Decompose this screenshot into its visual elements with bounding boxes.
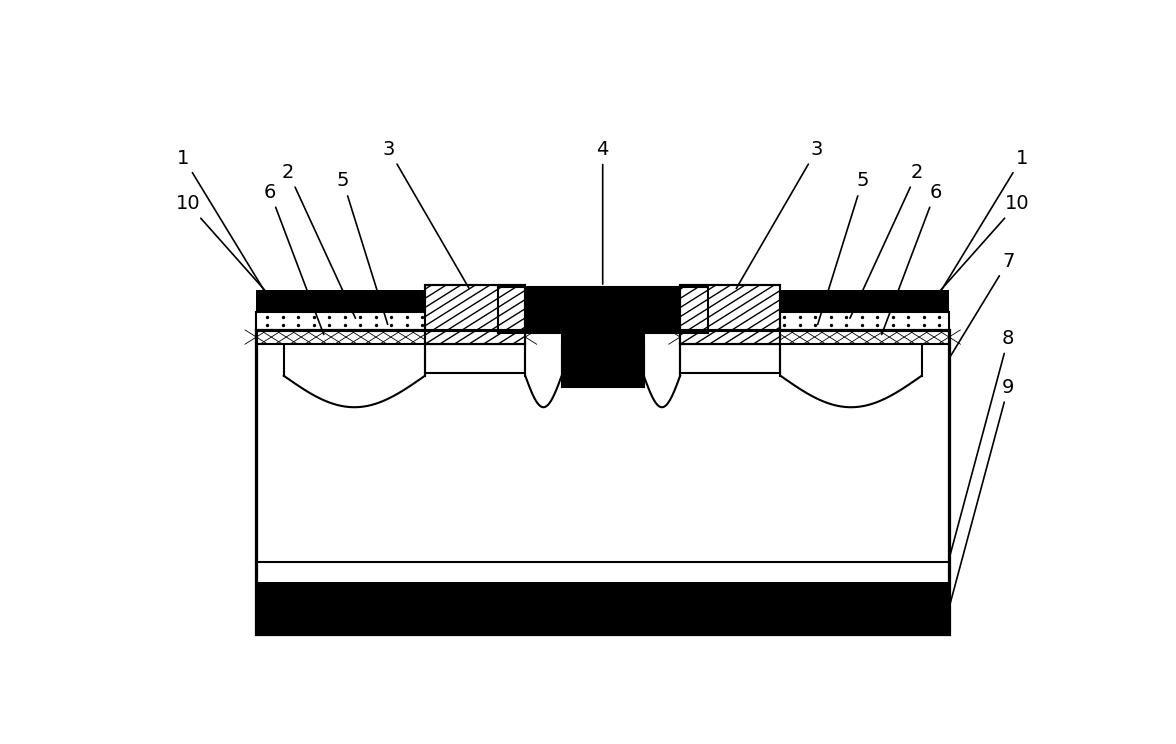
Text: 5: 5 [817, 171, 869, 324]
Bar [497, 287, 708, 333]
Bar [256, 312, 526, 330]
Text: 2: 2 [850, 163, 923, 318]
Bar [256, 330, 949, 634]
Bar [256, 289, 526, 312]
Text: 10: 10 [933, 194, 1030, 299]
Bar [256, 330, 526, 344]
Bar [680, 285, 781, 344]
Text: 5: 5 [336, 171, 388, 324]
Text: 3: 3 [736, 140, 823, 289]
Bar [425, 285, 526, 344]
Text: 3: 3 [382, 140, 469, 289]
Text: 6: 6 [263, 183, 323, 335]
Text: 2: 2 [282, 163, 355, 318]
Bar [562, 330, 643, 387]
Text: 1: 1 [178, 149, 265, 290]
Text: 4: 4 [596, 140, 609, 284]
Bar [256, 330, 949, 634]
Bar [680, 289, 949, 312]
Text: 1: 1 [941, 149, 1028, 290]
Bar [256, 582, 949, 634]
Text: 6: 6 [882, 183, 942, 335]
Bar [680, 312, 949, 330]
Text: 7: 7 [950, 251, 1015, 356]
Bar [425, 285, 526, 344]
Text: 10: 10 [175, 194, 273, 299]
Text: 9: 9 [950, 378, 1015, 605]
Bar [680, 330, 949, 344]
Text: 8: 8 [950, 329, 1015, 557]
Bar [680, 285, 781, 344]
